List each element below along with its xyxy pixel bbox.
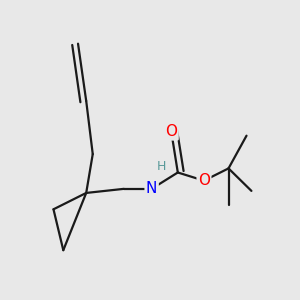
Text: O: O: [198, 173, 210, 188]
Text: O: O: [165, 124, 177, 139]
Text: H: H: [157, 160, 166, 173]
Text: N: N: [146, 182, 157, 196]
